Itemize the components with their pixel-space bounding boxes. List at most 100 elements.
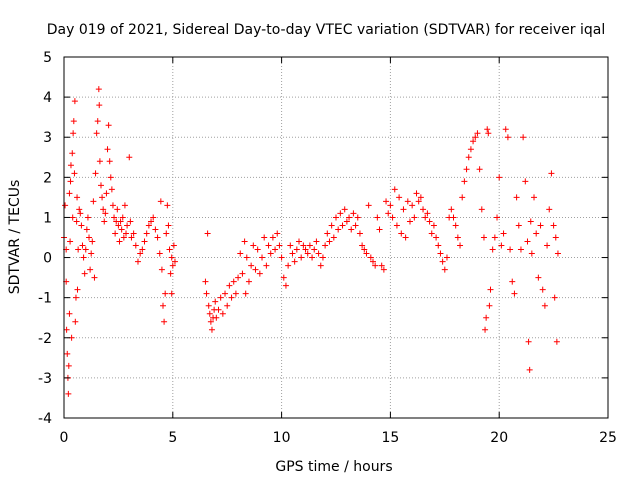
data-point: [212, 298, 219, 305]
data-point: [380, 266, 387, 273]
data-point: [205, 302, 212, 309]
y-tick-label: -3: [38, 371, 52, 387]
data-point: [150, 214, 157, 221]
data-point: [293, 246, 300, 253]
data-point: [311, 246, 318, 253]
data-point: [409, 202, 416, 209]
data-point: [208, 326, 215, 333]
y-axis-label: SDTVAR / TECUs: [7, 180, 23, 295]
data-point: [152, 226, 159, 233]
data-point: [484, 126, 491, 133]
y-tick-label: -4: [38, 411, 52, 427]
data-point: [330, 234, 337, 241]
data-point: [428, 230, 435, 237]
data-point: [333, 214, 339, 221]
data-point: [141, 238, 148, 245]
data-point: [230, 278, 237, 285]
data-point: [513, 194, 520, 201]
data-point: [202, 278, 209, 285]
x-tick-label: 5: [168, 430, 177, 446]
data-point: [289, 250, 296, 257]
data-point: [118, 226, 125, 233]
data-point: [459, 194, 466, 201]
data-point: [128, 234, 135, 241]
data-point: [406, 218, 413, 225]
data-point: [70, 130, 77, 137]
data-point: [276, 242, 283, 249]
data-point: [515, 222, 522, 229]
data-point: [116, 238, 123, 245]
data-point: [242, 290, 249, 297]
data-point: [130, 230, 137, 237]
data-point: [433, 234, 440, 241]
data-point: [452, 222, 459, 229]
data-point: [92, 170, 99, 177]
data-point: [67, 238, 74, 245]
data-point: [376, 226, 383, 233]
data-point: [97, 182, 104, 189]
data-point: [494, 214, 501, 221]
data-point: [148, 218, 155, 225]
data-point: [169, 262, 176, 269]
data-point: [71, 98, 78, 105]
data-point: [69, 150, 76, 157]
data-point: [367, 254, 374, 261]
x-tick-label: 0: [60, 430, 69, 446]
data-point: [554, 250, 561, 257]
data-point: [228, 294, 235, 301]
x-axis-label: GPS time / hours: [275, 459, 392, 475]
data-point: [245, 278, 252, 285]
data-point: [213, 314, 220, 321]
data-point: [317, 262, 324, 269]
data-point: [207, 318, 214, 325]
data-point: [472, 134, 479, 141]
data-point: [528, 250, 535, 257]
data-point: [167, 270, 174, 277]
data-point: [550, 222, 557, 229]
grid-lines: [64, 57, 608, 418]
data-point: [385, 210, 392, 217]
data-point: [123, 230, 130, 237]
data-point: [114, 206, 121, 213]
data-point: [313, 238, 320, 245]
data-point: [166, 246, 173, 253]
y-tick-label: 1: [43, 210, 52, 226]
data-point: [278, 254, 285, 261]
data-point: [95, 86, 102, 93]
data-point: [467, 146, 474, 153]
x-tick-label: 20: [490, 430, 508, 446]
data-point: [415, 198, 422, 205]
data-point: [486, 302, 493, 309]
data-point: [398, 230, 405, 237]
data-point: [346, 214, 353, 221]
data-point: [215, 306, 222, 313]
data-point: [509, 278, 516, 285]
data-point: [156, 250, 163, 257]
data-point: [94, 118, 101, 125]
data-point: [363, 250, 370, 257]
y-tick-label: -1: [38, 291, 52, 307]
data-point: [256, 270, 263, 277]
data-point: [533, 230, 540, 237]
data-point: [361, 246, 368, 253]
data-point: [527, 218, 534, 225]
data-point: [84, 214, 91, 221]
data-point: [326, 238, 333, 245]
data-point: [551, 294, 558, 301]
data-point: [158, 266, 165, 273]
data-point: [107, 174, 114, 181]
data-point: [328, 222, 335, 229]
data-point: [219, 310, 226, 317]
data-point: [235, 274, 242, 281]
data-point: [259, 254, 266, 261]
data-point: [67, 162, 74, 169]
data-point: [117, 218, 124, 225]
data-point: [465, 154, 472, 161]
data-point: [546, 206, 553, 213]
data-point: [157, 198, 164, 205]
data-point: [78, 222, 85, 229]
x-tick-label: 10: [273, 430, 291, 446]
data-point: [90, 198, 97, 205]
data-point: [348, 226, 355, 233]
